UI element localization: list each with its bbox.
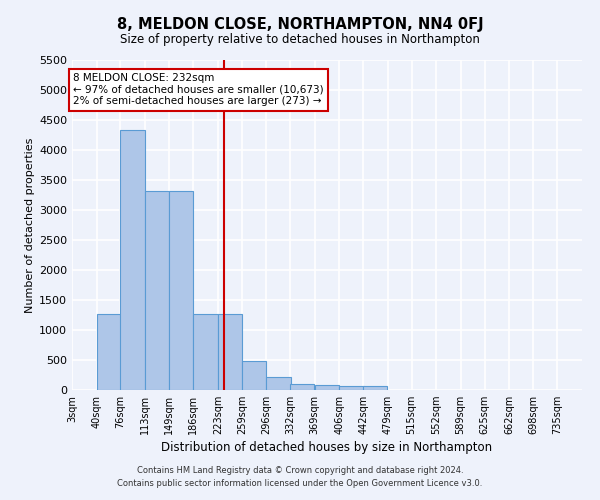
Bar (266, 378, 290, 390)
Bar (193, 314, 218, 390)
Bar (218, 314, 242, 390)
Text: 8, MELDON CLOSE, NORTHAMPTON, NN4 0FJ: 8, MELDON CLOSE, NORTHAMPTON, NN4 0FJ (116, 18, 484, 32)
Bar (315, 385, 339, 390)
Bar (290, 384, 314, 390)
Text: Contains HM Land Registry data © Crown copyright and database right 2024.
Contai: Contains HM Land Registry data © Crown c… (118, 466, 482, 487)
Bar (97, 314, 121, 390)
Bar (242, 360, 266, 390)
X-axis label: Distribution of detached houses by size in Northampton: Distribution of detached houses by size … (161, 442, 493, 454)
Bar (339, 386, 364, 390)
Bar (169, 192, 193, 390)
Bar (145, 192, 169, 390)
Text: 8 MELDON CLOSE: 232sqm
← 97% of detached houses are smaller (10,673)
2% of semi-: 8 MELDON CLOSE: 232sqm ← 97% of detached… (73, 73, 324, 106)
Y-axis label: Number of detached properties: Number of detached properties (25, 138, 35, 312)
Bar (363, 386, 388, 390)
Text: Size of property relative to detached houses in Northampton: Size of property relative to detached ho… (120, 32, 480, 46)
Bar (121, 130, 145, 390)
